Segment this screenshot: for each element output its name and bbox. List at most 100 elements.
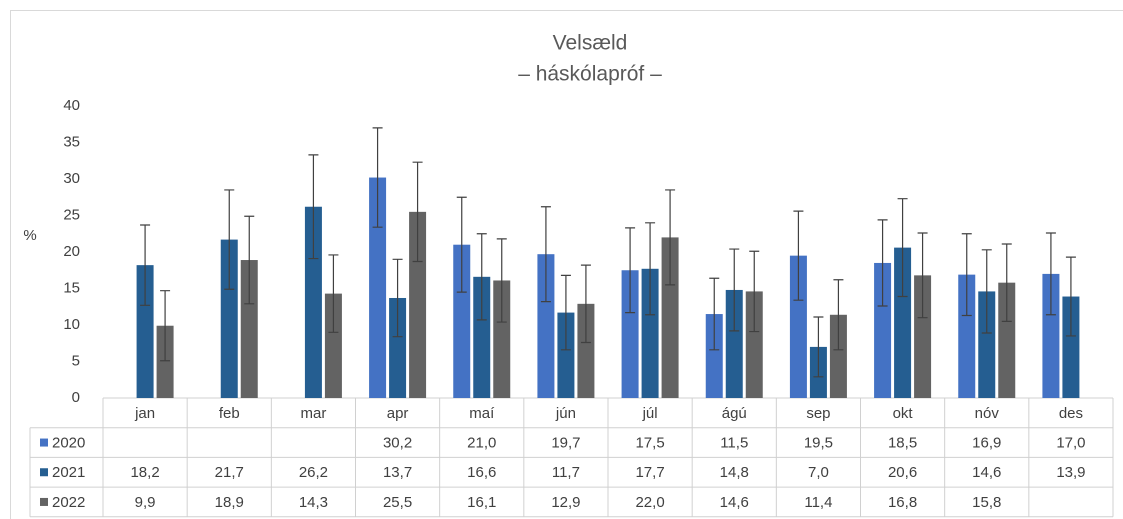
error-bar xyxy=(981,249,992,334)
table-cell: 26,2 xyxy=(299,464,328,481)
y-tick-label: 35 xyxy=(63,133,80,150)
legend-label: 2022 xyxy=(52,494,85,511)
bar xyxy=(829,314,847,398)
legend-label: 2020 xyxy=(52,435,85,452)
table-cell: 20,6 xyxy=(888,464,917,481)
x-tick-label: jan xyxy=(134,405,155,422)
bar xyxy=(537,254,555,398)
bar xyxy=(577,303,595,398)
bar xyxy=(725,289,743,398)
table-cell: 22,0 xyxy=(635,494,664,511)
table-cell: 13,9 xyxy=(1056,464,1085,481)
table-cell: 21,7 xyxy=(215,464,244,481)
error-bar xyxy=(749,250,760,333)
chart-border xyxy=(10,10,1123,519)
error-bar xyxy=(496,238,507,323)
bar xyxy=(324,293,342,398)
bar xyxy=(958,274,976,398)
x-tick-label: des xyxy=(1059,405,1083,422)
table-cell: 16,1 xyxy=(467,494,496,511)
x-tick-label: nóv xyxy=(975,405,1000,422)
bar xyxy=(998,282,1016,398)
legend-swatch xyxy=(40,468,48,477)
error-bar xyxy=(580,264,591,344)
table-cell: 12,9 xyxy=(551,494,580,511)
y-tick-label: 20 xyxy=(63,243,80,260)
bar xyxy=(136,265,154,398)
y-axis-label: % xyxy=(23,227,36,244)
error-bar xyxy=(160,290,171,362)
bar xyxy=(914,275,932,398)
table-cell: 18,5 xyxy=(888,435,917,452)
bar xyxy=(220,239,238,398)
x-tick-label: jún xyxy=(555,405,576,422)
error-bar xyxy=(917,232,928,319)
bar xyxy=(304,206,322,398)
error-bar xyxy=(1065,256,1076,337)
error-bar xyxy=(140,224,151,306)
bar xyxy=(389,297,407,398)
error-bar xyxy=(560,274,571,351)
table-cell: 11,7 xyxy=(552,464,580,481)
y-tick-label: 30 xyxy=(63,170,80,187)
table-cell: 21,0 xyxy=(467,435,496,452)
bar xyxy=(1062,296,1080,398)
table-cell: 11,5 xyxy=(720,435,748,452)
bar xyxy=(493,280,511,398)
bar xyxy=(745,291,763,398)
error-bar xyxy=(729,248,740,332)
error-bar xyxy=(625,227,636,314)
table-cell: 17,7 xyxy=(635,464,664,481)
table-cell: 13,7 xyxy=(383,464,412,481)
bar xyxy=(705,314,723,398)
y-tick-label: 0 xyxy=(72,389,80,406)
table-cell: 18,9 xyxy=(215,494,244,511)
table-cell: 30,2 xyxy=(383,435,412,452)
bar xyxy=(789,255,807,398)
bar xyxy=(156,325,174,398)
x-tick-label: okt xyxy=(893,405,914,422)
error-bar xyxy=(709,277,720,351)
bar xyxy=(874,262,892,398)
bar xyxy=(409,211,427,398)
table-cell: 9,9 xyxy=(135,494,156,511)
error-bar xyxy=(244,215,255,305)
bar xyxy=(641,268,659,398)
error-bar xyxy=(392,258,403,338)
chart-title: Velsæld xyxy=(553,32,628,55)
error-bar xyxy=(328,254,339,333)
error-bar xyxy=(813,316,824,378)
table-cell: 17,0 xyxy=(1056,435,1085,452)
x-tick-label: feb xyxy=(219,405,240,422)
legend-swatch xyxy=(40,497,48,506)
bar xyxy=(557,312,575,398)
table-cell: 14,6 xyxy=(972,464,1001,481)
table-cell: 18,2 xyxy=(130,464,159,481)
x-tick-label: ágú xyxy=(722,405,747,422)
error-bar xyxy=(645,222,656,316)
y-tick-label: 5 xyxy=(72,352,80,369)
table-cell: 14,8 xyxy=(720,464,749,481)
bar xyxy=(621,270,639,398)
error-bar xyxy=(372,127,383,228)
error-bar xyxy=(412,161,423,263)
table-cell: 15,8 xyxy=(972,494,1001,511)
y-tick-label: 10 xyxy=(63,316,80,333)
table-cell: 19,5 xyxy=(804,435,833,452)
table-cell: 16,9 xyxy=(972,435,1001,452)
bar xyxy=(473,276,491,398)
table-cell: 14,6 xyxy=(720,494,749,511)
table-cell: 25,5 xyxy=(383,494,412,511)
error-bar xyxy=(833,279,844,351)
x-tick-label: júl xyxy=(642,405,658,422)
error-bar xyxy=(793,210,804,301)
error-bar xyxy=(877,219,888,307)
bar xyxy=(240,260,258,398)
table-cell: 17,5 xyxy=(635,435,664,452)
error-bar xyxy=(1045,232,1056,316)
chart-subtitle: – háskólapróf – xyxy=(518,63,662,86)
legend-swatch xyxy=(40,438,48,447)
error-bar xyxy=(308,154,319,260)
x-tick-label: sep xyxy=(806,405,830,422)
